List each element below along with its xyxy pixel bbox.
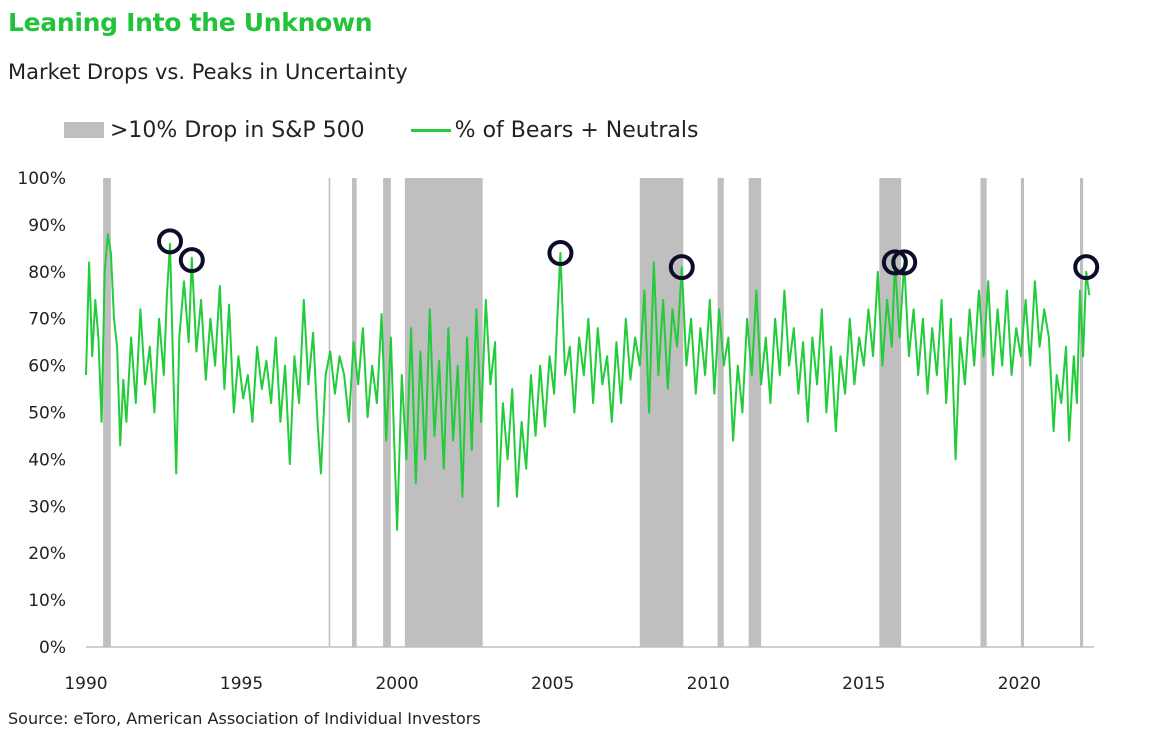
x-tick-label-5: 2015 <box>842 674 885 694</box>
series-line-0 <box>85 233 1091 531</box>
x-tick-label-1: 1995 <box>220 674 263 694</box>
legend: >10% Drop in S&P 500 % of Bears + Neutra… <box>64 116 744 144</box>
drop-band-2 <box>352 178 357 647</box>
x-tick-label-4: 2010 <box>687 674 730 694</box>
y-tick-label-5: 50% <box>28 404 66 424</box>
drop-band-5 <box>639 178 684 647</box>
peak-marker-3 <box>668 254 695 281</box>
peak-marker-5 <box>891 249 918 276</box>
peak-marker-0 <box>157 228 183 255</box>
series-bears-neutrals <box>85 233 1091 531</box>
source-note: Source: eToro, American Association of I… <box>8 709 481 728</box>
y-tick-label-7: 70% <box>28 310 66 330</box>
x-tick-label-2: 2000 <box>375 674 418 694</box>
drop-band-8 <box>879 178 902 647</box>
peak-marker-1 <box>178 247 205 274</box>
drop-band-10 <box>1020 178 1024 647</box>
drop-band-6 <box>717 178 724 647</box>
y-tick-label-3: 30% <box>28 497 66 517</box>
legend-swatch-line <box>410 128 451 132</box>
y-tick-label-10: 100% <box>17 169 66 189</box>
drop-bands <box>103 178 1084 647</box>
drop-band-11 <box>1080 178 1084 647</box>
drop-band-7 <box>748 178 762 647</box>
chart-subtitle: Market Drops vs. Peaks in Uncertainty <box>8 60 408 84</box>
peak-markers <box>157 228 1100 281</box>
drop-band-0 <box>103 178 111 647</box>
peak-marker-6 <box>1073 254 1100 281</box>
peak-marker-4 <box>881 249 908 276</box>
legend-item-drop: >10% Drop in S&P 500 <box>64 118 365 143</box>
y-tick-label-4: 40% <box>28 450 66 470</box>
y-tick-label-1: 10% <box>28 591 66 611</box>
legend-label-line: % of Bears + Neutrals <box>454 117 699 143</box>
drop-band-9 <box>980 178 987 647</box>
peak-marker-2 <box>547 240 574 267</box>
x-tick-label-0: 1990 <box>64 674 107 694</box>
y-axis: 0% 10% 20% 30% 40% 50% 60% 70% 80% 90% 100% <box>17 169 66 658</box>
y-tick-label-9: 90% <box>28 216 66 236</box>
y-tick-label-0: 0% <box>39 638 66 658</box>
legend-swatch-shade <box>64 122 104 138</box>
y-tick-label-8: 80% <box>28 263 66 283</box>
x-axis: 1990 1995 2000 2005 2010 2015 2020 <box>64 646 1094 694</box>
x-tick-label-6: 2020 <box>998 674 1041 694</box>
y-tick-label-2: 20% <box>28 544 66 564</box>
x-tick-label-3: 2005 <box>531 674 574 694</box>
drop-band-1 <box>328 178 331 647</box>
chart-title: Leaning Into the Unknown <box>8 8 373 37</box>
legend-label-drop: >10% Drop in S&P 500 <box>110 117 365 143</box>
legend-item-line: % of Bears + Neutrals <box>410 117 699 143</box>
y-tick-label-6: 60% <box>28 357 66 377</box>
